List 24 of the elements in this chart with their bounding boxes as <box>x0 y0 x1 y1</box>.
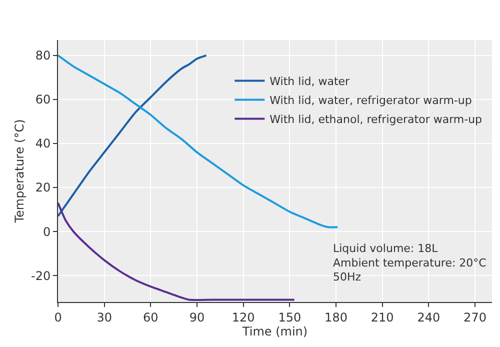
x-tick-label: 90 <box>189 310 205 324</box>
x-tick-label: 60 <box>143 310 158 324</box>
legend-label: With lid, water <box>270 74 350 88</box>
x-tick-label: 30 <box>96 310 112 324</box>
y-tick-label: 60 <box>35 92 51 107</box>
y-axis-title: Temperature (°C) <box>12 119 26 224</box>
legend-label: With lid, water, refrigerator warm-up <box>270 94 472 107</box>
legend-label: With lid, ethanol, refrigerator warm-up <box>270 112 482 126</box>
x-tick-label: 210 <box>370 310 394 324</box>
x-tick-label: 270 <box>464 310 486 324</box>
y-tick-label: 40 <box>35 136 51 151</box>
y-tick-label: 20 <box>35 180 51 195</box>
y-tick-label: -20 <box>30 268 51 283</box>
x-tick-label: 240 <box>417 310 440 324</box>
x-axis-title: Time (min) <box>241 324 308 338</box>
y-tick-label: 80 <box>35 48 51 63</box>
line-series <box>58 202 296 302</box>
x-tick-label: 150 <box>278 310 302 324</box>
annotation: Liquid volume: 18L Ambient temperature: 20°C 50Hz <box>333 242 487 284</box>
x-tick-label: 0 <box>54 310 62 324</box>
line-series <box>58 54 208 218</box>
x-tick-label: 120 <box>232 310 255 324</box>
x-tick-label: 180 <box>324 310 348 324</box>
y-tick-label: 0 <box>42 224 51 239</box>
